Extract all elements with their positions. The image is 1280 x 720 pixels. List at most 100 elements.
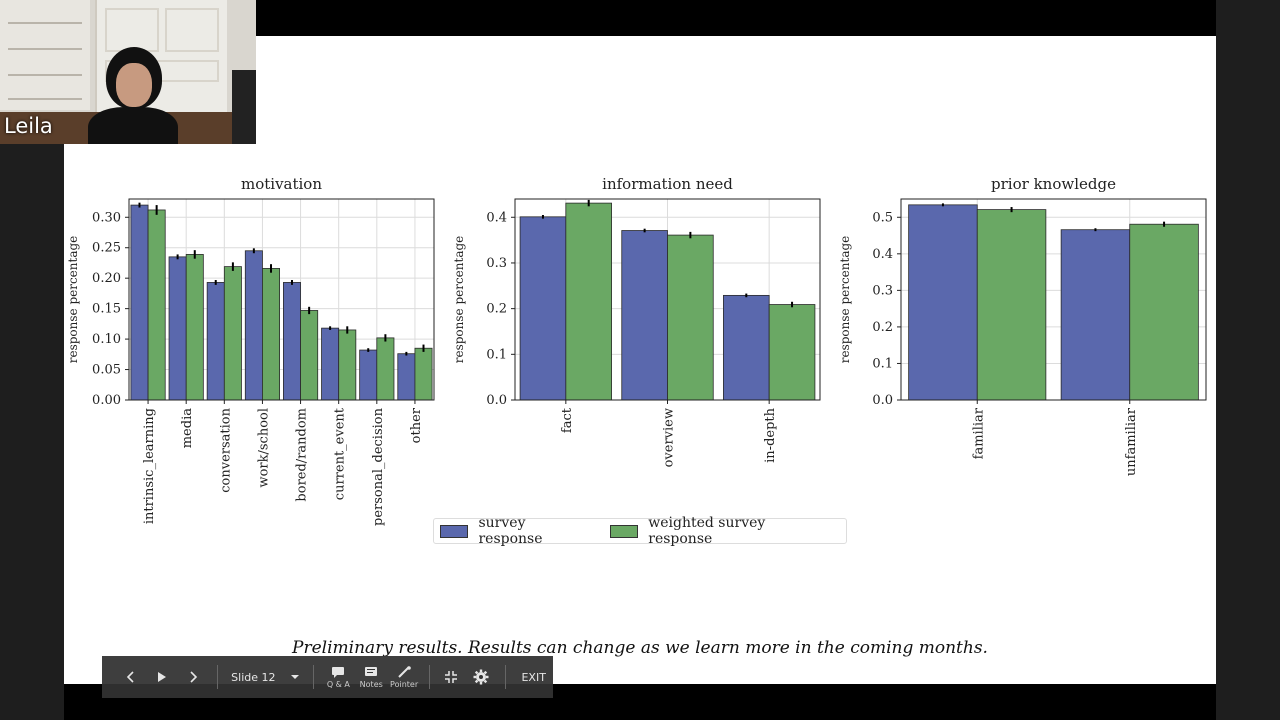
notes-icon xyxy=(365,666,378,676)
chevron-right-icon xyxy=(190,671,198,683)
bar xyxy=(976,209,1047,401)
bar xyxy=(1129,223,1199,401)
y-tick-label: 0.4 xyxy=(486,210,507,225)
qa-label: Q & A xyxy=(326,679,350,689)
notes-label: Notes xyxy=(359,679,383,689)
bar xyxy=(130,204,149,401)
y-tick-label: 0.1 xyxy=(486,347,507,362)
exit-fullscreen-button[interactable] xyxy=(437,656,464,698)
y-axis-label: response percentage xyxy=(452,236,466,364)
bar xyxy=(300,310,319,401)
exit-button[interactable]: EXIT xyxy=(521,670,546,684)
y-tick-label: 0.25 xyxy=(92,241,121,256)
chart-2: 0.0 0.1 0.2 0.3 0.4 0.5 familiar unfamiliar prio… xyxy=(838,175,1207,476)
slide-selector-label: Slide 12 xyxy=(231,670,276,684)
y-axis-label: response percentage xyxy=(838,236,852,364)
toolbar-separator xyxy=(216,665,218,689)
chart-legend: survey response weighted survey response xyxy=(433,515,847,547)
y-tick-label: 0.30 xyxy=(92,210,121,225)
bar xyxy=(168,256,187,401)
x-tick-label: familiar xyxy=(971,407,986,459)
bar xyxy=(414,347,433,401)
x-tick-label: in-depth xyxy=(763,407,778,462)
x-tick-label: personal_decision xyxy=(371,407,386,526)
bar xyxy=(359,349,378,401)
bar xyxy=(908,204,978,401)
x-tick-label: media xyxy=(180,408,195,449)
x-tick-label: fact xyxy=(560,407,575,433)
bar xyxy=(376,337,395,401)
bar xyxy=(244,250,263,401)
settings-button[interactable] xyxy=(465,656,498,698)
pointer-label: Pointer xyxy=(390,679,419,689)
legend-item-weighted: weighted survey response xyxy=(609,515,824,547)
qa-button[interactable]: Q & A xyxy=(322,656,355,698)
chart-title: information need xyxy=(602,175,733,193)
chart-1: 0.0 0.1 0.2 0.3 0.4 fact overview in-depth infor… xyxy=(452,175,821,467)
exit-fullscreen-icon xyxy=(445,671,458,683)
x-tick-label: conversation xyxy=(218,407,233,492)
x-tick-label: overview xyxy=(662,408,677,467)
bar xyxy=(621,230,668,401)
bar xyxy=(283,282,301,401)
bar xyxy=(519,216,567,401)
y-tick-label: 0.05 xyxy=(92,363,121,378)
y-tick-label: 0.00 xyxy=(92,393,121,408)
gear-icon xyxy=(473,669,489,685)
participant-avatar xyxy=(88,45,178,144)
bar xyxy=(1060,229,1131,401)
chevron-left-icon xyxy=(127,671,135,683)
chat-bubble-icon xyxy=(332,666,345,678)
bar xyxy=(667,234,714,401)
video-bg-shelf xyxy=(0,0,90,110)
plot-frame xyxy=(900,198,1207,401)
notes-button[interactable]: Notes xyxy=(355,656,388,698)
bar xyxy=(262,268,280,401)
play-button[interactable] xyxy=(147,656,178,698)
bar xyxy=(565,202,612,401)
bar xyxy=(223,266,242,401)
footer-note: Preliminary results. Results can change … xyxy=(292,638,988,658)
toolbar-separator xyxy=(312,665,314,689)
laser-pointer-icon xyxy=(398,665,411,678)
play-icon xyxy=(158,672,167,682)
legend-swatch-survey xyxy=(440,524,469,538)
prev-slide-button[interactable] xyxy=(116,656,147,698)
bar xyxy=(321,327,340,401)
y-axis-label: response percentage xyxy=(66,236,80,364)
right-letterbox xyxy=(1216,0,1280,720)
slide-selector[interactable]: Slide 12 xyxy=(226,656,305,698)
top-letterbox xyxy=(64,0,1216,36)
bar xyxy=(768,304,816,401)
y-tick-label: 0.0 xyxy=(872,393,893,408)
legend-label-survey: survey response xyxy=(478,515,543,547)
legend-swatch-weighted xyxy=(609,524,639,538)
y-tick-label: 0.15 xyxy=(92,302,121,317)
x-tick-label: other xyxy=(409,407,424,443)
y-tick-label: 0.5 xyxy=(872,210,893,225)
chart-0: 0.00 0.05 0.10 0.15 0.20 0.25 0.30 intrinsic_le… xyxy=(66,175,435,526)
y-tick-label: 0.0 xyxy=(486,393,507,408)
y-tick-label: 0.1 xyxy=(872,356,893,371)
bar xyxy=(147,209,166,401)
x-tick-label: intrinsic_learning xyxy=(142,408,157,524)
bar xyxy=(185,254,204,401)
bar xyxy=(206,282,225,401)
y-tick-label: 0.3 xyxy=(486,256,507,271)
y-tick-label: 0.20 xyxy=(92,271,121,286)
bar xyxy=(397,353,416,401)
y-tick-label: 0.10 xyxy=(92,332,121,347)
pointer-button[interactable]: Pointer xyxy=(388,656,421,698)
caret-down-icon xyxy=(290,675,299,679)
x-tick-label: work/school xyxy=(256,408,271,488)
y-tick-label: 0.4 xyxy=(872,247,893,262)
x-tick-label: bored/random xyxy=(295,408,310,502)
x-tick-label: unfamiliar xyxy=(1124,407,1139,476)
participant-name: Leila xyxy=(4,114,53,138)
legend-item-survey: survey response xyxy=(440,515,588,547)
y-tick-label: 0.2 xyxy=(872,320,893,335)
participant-video-tile[interactable]: Leila xyxy=(0,0,256,144)
next-slide-button[interactable] xyxy=(178,656,209,698)
chart-title: motivation xyxy=(241,175,322,193)
